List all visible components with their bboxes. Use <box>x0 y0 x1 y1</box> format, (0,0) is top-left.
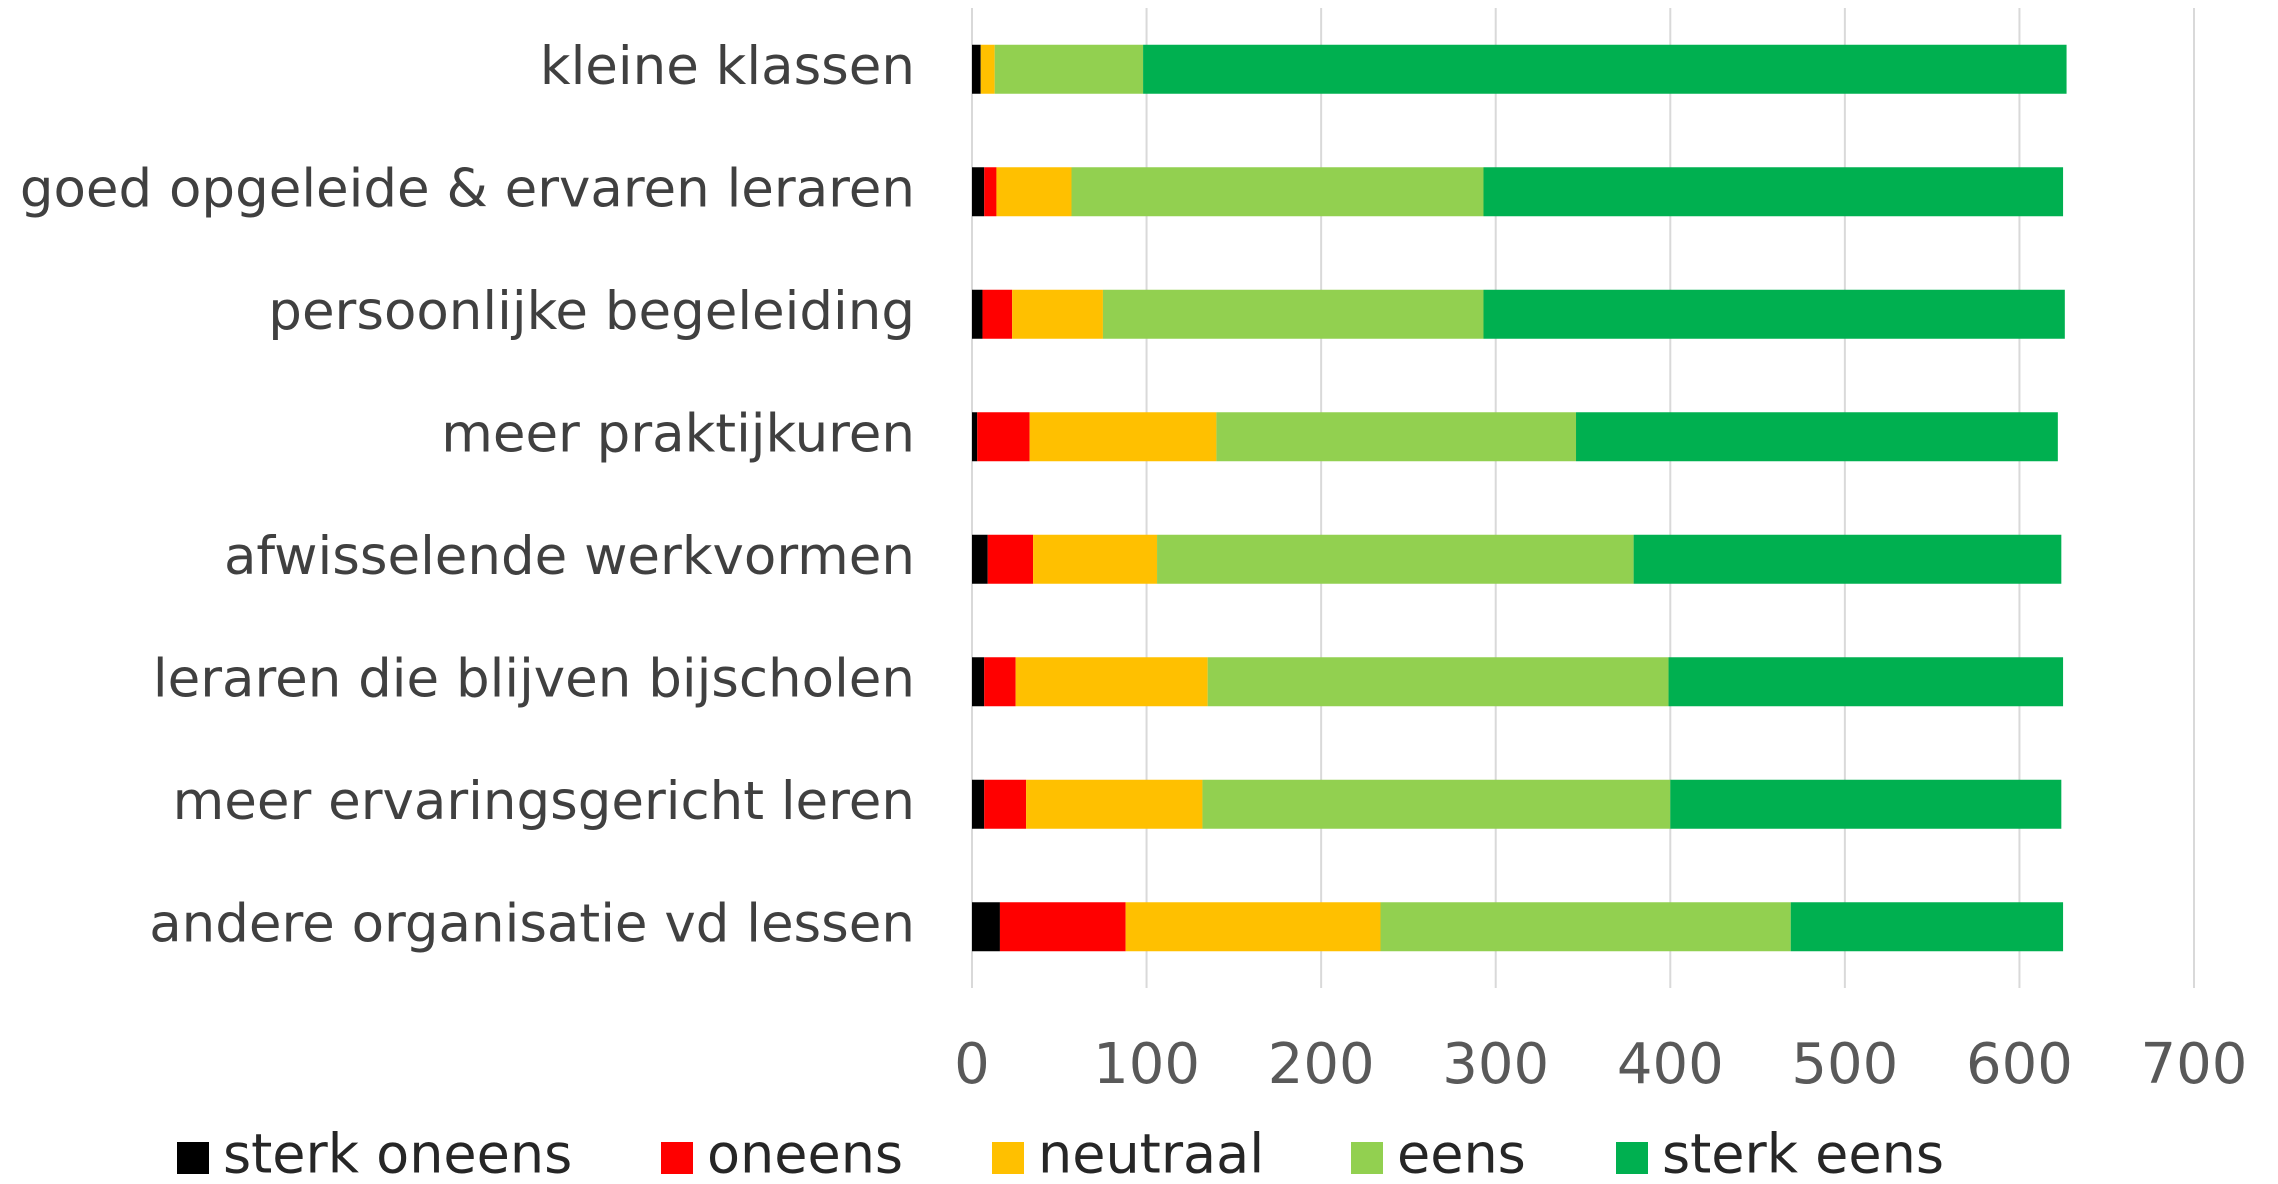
bar-segment <box>1216 412 1577 462</box>
bar-segment <box>1633 534 2062 584</box>
bar-segment <box>1071 167 1484 217</box>
y-tick-label: meer ervaringsgericht leren <box>173 771 915 832</box>
bar-segment <box>1670 779 2062 829</box>
legend-label: oneens <box>707 1123 903 1184</box>
legend-label: eens <box>1397 1123 1526 1184</box>
bar-segment <box>1102 289 1484 339</box>
legend-swatch <box>177 1142 209 1174</box>
y-tick-label: goed opgeleide & ervaren leraren <box>20 158 915 219</box>
x-tick-label: 500 <box>1791 1032 1898 1097</box>
bar-segment <box>980 44 995 94</box>
bar-segment <box>1029 412 1217 462</box>
x-tick-label: 700 <box>2141 1032 2248 1097</box>
bar-segment <box>1483 167 2064 217</box>
bar-segment <box>972 534 988 584</box>
bar-segment <box>1207 657 1669 707</box>
x-tick-label: 600 <box>1966 1032 2073 1097</box>
legend-label: sterk eens <box>1662 1123 1944 1184</box>
legend-swatch <box>1616 1142 1648 1174</box>
bar-segment <box>972 779 985 829</box>
bar-segment <box>1202 779 1671 829</box>
x-tick-label: 0 <box>954 1032 990 1097</box>
bar-segment <box>987 534 1034 584</box>
legend-swatch <box>661 1142 693 1174</box>
bar-segment <box>996 167 1072 217</box>
y-tick-label: kleine klassen <box>540 36 915 97</box>
y-tick-label: persoonlijke begeleiding <box>268 281 915 342</box>
x-tick-label: 400 <box>1617 1032 1724 1097</box>
legend-swatch <box>1351 1142 1383 1174</box>
bar-segment <box>972 412 978 462</box>
bar-segment <box>972 657 985 707</box>
bar-segment <box>1790 902 2064 952</box>
x-tick-label: 200 <box>1268 1032 1375 1097</box>
bar-segment <box>972 44 981 94</box>
bar-segment <box>984 167 997 217</box>
bar-segment <box>1668 657 2064 707</box>
bar-segment <box>984 657 1016 707</box>
bar-segment <box>1015 657 1208 707</box>
x-tick-label: 100 <box>1093 1032 1200 1097</box>
legend-label: neutraal <box>1038 1123 1264 1184</box>
y-tick-label: andere organisatie vd lessen <box>149 893 915 954</box>
bar-segment <box>999 902 1126 952</box>
bar-segment <box>977 412 1030 462</box>
bar-segment <box>1380 902 1791 952</box>
bar-segment <box>994 44 1144 94</box>
bar-segment <box>1576 412 2058 462</box>
bar-segment <box>1026 779 1203 829</box>
bar-segment <box>1143 44 2067 94</box>
bar-segment <box>1125 902 1381 952</box>
legend-swatch <box>992 1142 1024 1174</box>
legend-label: sterk oneens <box>223 1123 572 1184</box>
bar-segment <box>984 779 1027 829</box>
y-tick-label: afwisselende werkvormen <box>224 526 915 587</box>
bar-segment <box>972 902 1000 952</box>
bar-segment <box>1157 534 1634 584</box>
bar-segment <box>982 289 1013 339</box>
bar-segment <box>1483 289 2065 339</box>
bar-segment <box>972 289 983 339</box>
x-tick-label: 300 <box>1442 1032 1549 1097</box>
bar-segment <box>1012 289 1103 339</box>
bar-segment <box>1033 534 1158 584</box>
bar-segment <box>972 167 985 217</box>
y-tick-label: leraren die blijven bijscholen <box>153 648 915 709</box>
y-tick-label: meer praktijkuren <box>441 403 915 464</box>
